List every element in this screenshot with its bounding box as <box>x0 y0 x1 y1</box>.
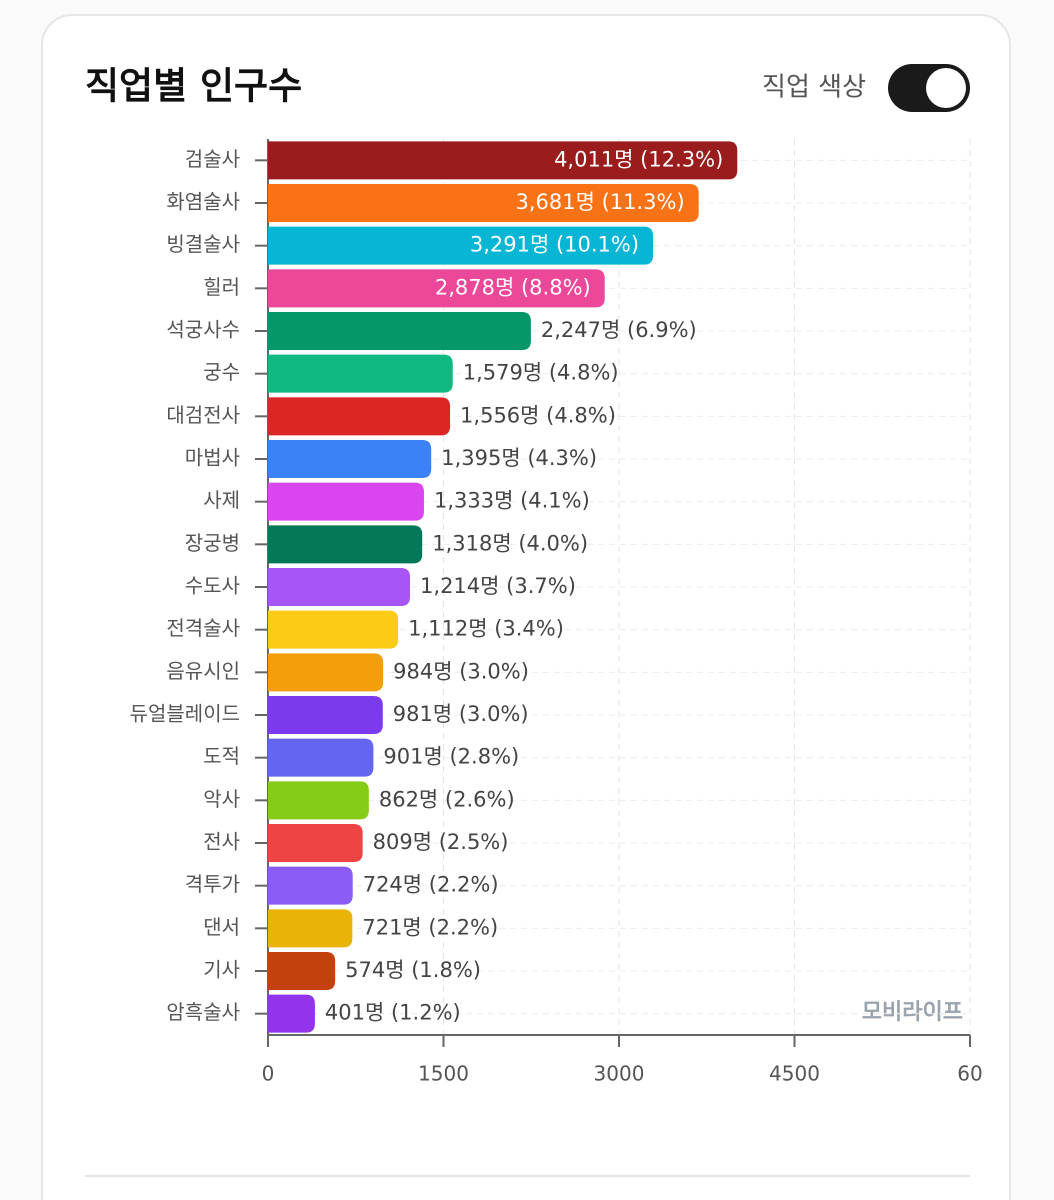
bar <box>268 653 384 692</box>
y-tick-label: 검술사 <box>185 147 240 171</box>
value-label: 1,579명 (4.8%) <box>463 361 619 385</box>
bar <box>268 440 432 478</box>
y-tick-label: 장궁병 <box>185 531 240 555</box>
bar <box>268 952 336 990</box>
y-tick-label: 듀얼블레이드 <box>130 702 240 726</box>
value-label: 984명 (3.0%) <box>393 659 529 683</box>
value-label: 724명 (2.2%) <box>363 873 499 897</box>
value-label: 1,112명 (3.4%) <box>408 617 564 641</box>
bar <box>268 141 738 180</box>
y-tick-label: 화염술사 <box>166 190 240 214</box>
y-tick-label: 사제 <box>203 488 240 512</box>
toggle[interactable] <box>888 64 970 112</box>
bar <box>268 994 315 1033</box>
x-tick-label: 4500 <box>769 1062 820 1086</box>
y-tick-label: 빙결술사 <box>166 232 240 256</box>
y-tick-label: 음유시인 <box>166 659 240 683</box>
bar <box>268 866 353 905</box>
y-tick-label: 궁수 <box>203 360 240 384</box>
value-label: 901명 (2.8%) <box>383 745 519 769</box>
toggle-knob[interactable] <box>926 68 966 108</box>
bar <box>268 824 363 862</box>
x-tick-label: 0 <box>262 1062 275 1086</box>
y-tick-label: 석궁사수 <box>166 318 240 342</box>
bar <box>268 525 423 564</box>
value-label: 401명 (1.2%) <box>325 1001 461 1025</box>
bar <box>268 781 369 820</box>
value-label: 1,214명 (3.7%) <box>420 574 576 598</box>
bar <box>268 482 424 521</box>
bar <box>268 269 605 308</box>
chart-title: 직업별 인구수 <box>85 65 302 108</box>
y-tick-label: 전격술사 <box>166 616 240 640</box>
x-tick-label: 3000 <box>594 1062 645 1086</box>
value-label: 1,333명 (4.1%) <box>434 489 590 513</box>
y-tick-label: 도적 <box>203 744 240 768</box>
bar <box>268 738 374 777</box>
watermark: 모비라이프 <box>862 1000 963 1025</box>
value-label: 862명 (2.6%) <box>379 787 515 811</box>
bar <box>268 568 411 606</box>
y-tick-label: 수도사 <box>185 574 240 598</box>
value-label: 1,556명 (4.8%) <box>460 403 616 427</box>
value-label: 3,291명 (10.1%) <box>470 233 639 257</box>
value-label: 1,395명 (4.3%) <box>441 446 597 470</box>
bar <box>268 354 453 393</box>
value-label: 809명 (2.5%) <box>373 830 509 854</box>
bar <box>268 696 383 734</box>
value-label: 3,681명 (11.3%) <box>515 190 684 214</box>
y-tick-label: 마법사 <box>185 446 240 470</box>
bar <box>268 312 531 350</box>
y-tick-label: 힐러 <box>203 275 240 299</box>
value-label: 2,247명 (6.9%) <box>541 318 697 342</box>
y-tick-label: 격투가 <box>185 872 240 896</box>
y-tick-label: 악사 <box>203 787 240 811</box>
y-tick-label: 댄서 <box>203 915 240 939</box>
x-tick-label: 60 <box>957 1062 982 1086</box>
value-label: 981명 (3.0%) <box>393 702 529 726</box>
value-label: 721명 (2.2%) <box>362 915 498 939</box>
y-tick-label: 전사 <box>203 830 240 854</box>
toggle-label: 직업 색상 <box>762 73 866 103</box>
bar <box>268 397 451 436</box>
value-label: 574명 (1.8%) <box>345 958 481 982</box>
bar <box>268 909 353 948</box>
value-label: 1,318명 (4.0%) <box>432 531 588 555</box>
y-tick-label: 암흑술사 <box>166 1000 240 1024</box>
value-label: 4,011명 (12.3%) <box>554 147 723 171</box>
bar <box>268 184 699 222</box>
bar <box>268 610 399 649</box>
y-tick-label: 대검전사 <box>166 403 240 427</box>
value-label: 2,878명 (8.8%) <box>435 275 591 299</box>
x-tick-label: 1500 <box>418 1062 469 1086</box>
y-tick-label: 기사 <box>203 958 240 982</box>
bar <box>268 226 654 265</box>
